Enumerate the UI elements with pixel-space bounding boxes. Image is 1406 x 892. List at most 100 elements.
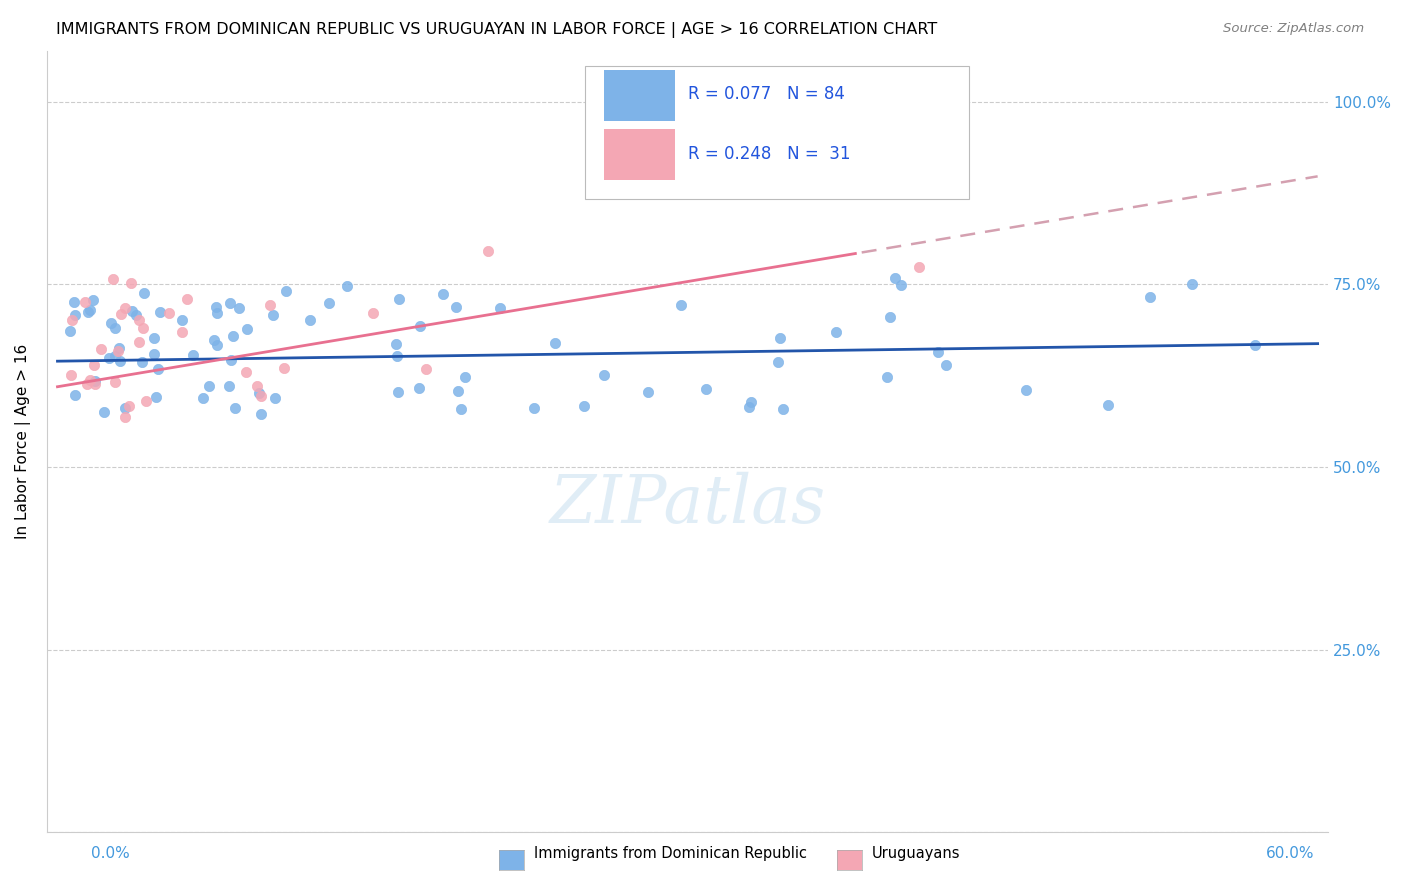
Point [63, 388, 86, 402]
Point [385, 349, 408, 363]
Point [450, 401, 472, 416]
Point [740, 394, 762, 409]
Point [142, 347, 165, 361]
Point [128, 313, 150, 327]
Point [149, 304, 172, 318]
Point [444, 300, 467, 314]
Text: Immigrants from Dominican Republic: Immigrants from Dominican Republic [534, 847, 807, 861]
Text: R = 0.077   N = 84: R = 0.077 N = 84 [688, 85, 845, 103]
Point [142, 330, 165, 344]
Point [108, 353, 131, 368]
Point [415, 362, 437, 376]
Point [262, 308, 284, 322]
Point [104, 349, 127, 363]
Point [879, 310, 901, 325]
Point [1015, 383, 1038, 397]
Point [927, 345, 949, 359]
FancyBboxPatch shape [605, 128, 675, 179]
Point [250, 389, 273, 403]
Point [228, 301, 250, 315]
Point [110, 307, 132, 321]
Point [145, 390, 167, 404]
Point [84, 377, 107, 392]
Point [388, 292, 411, 306]
Point [107, 344, 129, 359]
Point [59, 324, 82, 338]
Point [131, 320, 153, 334]
Point [259, 298, 281, 312]
Point [197, 378, 219, 392]
Point [361, 306, 384, 320]
Point [93, 404, 115, 418]
Text: R = 0.248   N =  31: R = 0.248 N = 31 [688, 145, 851, 163]
Point [1097, 398, 1119, 412]
Point [273, 360, 295, 375]
Point [84, 374, 107, 388]
Point [117, 399, 139, 413]
Point [824, 325, 846, 339]
Point [274, 284, 297, 298]
Point [544, 336, 567, 351]
Point [219, 296, 242, 310]
Point [432, 286, 454, 301]
Point [247, 386, 270, 401]
Point [1181, 277, 1204, 291]
Point [63, 308, 86, 322]
Point [695, 382, 717, 396]
Text: Uruguayans: Uruguayans [872, 847, 960, 861]
Point [157, 306, 180, 320]
Point [224, 401, 246, 416]
Point [385, 336, 408, 351]
Point [935, 358, 957, 372]
Point [250, 408, 273, 422]
Point [1243, 337, 1265, 351]
Point [114, 410, 136, 425]
Point [207, 337, 229, 351]
Text: 0.0%: 0.0% [91, 847, 131, 861]
Point [671, 298, 693, 312]
Point [637, 384, 659, 399]
Y-axis label: In Labor Force | Age > 16: In Labor Force | Age > 16 [15, 344, 31, 539]
Point [108, 341, 131, 355]
Point [181, 348, 204, 362]
Point [205, 306, 228, 320]
Point [146, 362, 169, 376]
Point [592, 368, 614, 382]
Point [104, 321, 127, 335]
Point [170, 313, 193, 327]
Point [76, 376, 98, 391]
Point [907, 260, 929, 274]
Point [336, 279, 359, 293]
Point [205, 300, 228, 314]
Point [769, 330, 792, 344]
Point [489, 301, 512, 315]
Point [766, 355, 789, 369]
Point [876, 370, 898, 384]
Point [738, 400, 761, 414]
Point [572, 399, 595, 413]
FancyBboxPatch shape [585, 66, 969, 199]
Point [100, 316, 122, 330]
Point [408, 319, 430, 334]
Point [104, 375, 127, 389]
Point [90, 343, 112, 357]
Point [235, 322, 257, 336]
Point [75, 295, 97, 310]
Point [120, 276, 142, 290]
Text: 60.0%: 60.0% [1267, 847, 1315, 861]
Point [387, 384, 409, 399]
Point [134, 394, 156, 409]
Point [60, 313, 83, 327]
Point [219, 353, 242, 368]
Text: Source: ZipAtlas.com: Source: ZipAtlas.com [1223, 22, 1364, 36]
Point [82, 293, 104, 308]
Text: IMMIGRANTS FROM DOMINICAN REPUBLIC VS URUGUAYAN IN LABOR FORCE | AGE > 16 CORREL: IMMIGRANTS FROM DOMINICAN REPUBLIC VS UR… [56, 22, 938, 38]
Point [79, 373, 101, 387]
Point [477, 244, 499, 258]
Point [77, 305, 100, 319]
Point [264, 392, 287, 406]
Point [170, 326, 193, 340]
Point [63, 295, 86, 310]
FancyBboxPatch shape [605, 70, 675, 121]
Point [523, 401, 546, 415]
